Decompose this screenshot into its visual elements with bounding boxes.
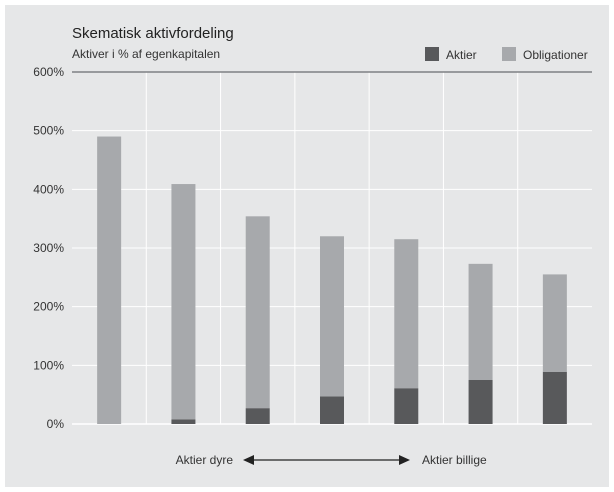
chart-title: Skematisk aktivfordeling: [72, 25, 234, 42]
y-axis-ticks: 0% 100% 200% 300% 400% 500% 600%: [33, 65, 64, 431]
bar-obligationer-6: [468, 263, 493, 380]
arrow-left-head-icon: [243, 455, 254, 465]
bar-aktier-3: [245, 408, 270, 424]
chart-subtitle: Aktiver i % af egenkapitalen: [72, 47, 220, 61]
y-tick-label: 0%: [47, 417, 65, 431]
bars: [97, 136, 567, 425]
bar-aktier-7: [542, 371, 567, 424]
bar-obligationer-3: [245, 216, 270, 409]
bar-obligationer-4: [320, 236, 344, 397]
bar-obligationer-2: [171, 184, 196, 420]
x-axis-annotation: Aktier dyre Aktier billige: [176, 453, 487, 467]
y-tick-label: 400%: [33, 182, 64, 196]
y-tick-label: 300%: [33, 241, 64, 255]
chart-background: [5, 5, 609, 487]
bar-obligationer-5: [394, 239, 419, 389]
arrow-right-head-icon: [399, 455, 410, 465]
y-tick-label: 500%: [33, 124, 64, 138]
legend-label-obligationer: Obligationer: [523, 48, 588, 62]
bar-aktier-2: [171, 419, 196, 424]
y-tick-label: 600%: [33, 65, 64, 79]
legend-swatch-aktier: [425, 47, 439, 61]
bar-obligationer-1: [97, 136, 122, 425]
legend: Aktier Obligationer: [425, 47, 588, 62]
bar-obligationer-7: [542, 274, 567, 372]
bar-aktier-6: [468, 380, 493, 424]
bar-aktier-4: [320, 396, 344, 424]
bar-aktier-5: [394, 388, 419, 424]
annotation-right-label: Aktier billige: [422, 453, 487, 467]
y-tick-label: 200%: [33, 300, 64, 314]
annotation-left-label: Aktier dyre: [176, 453, 234, 467]
y-tick-label: 100%: [33, 358, 64, 372]
grid: [72, 71, 592, 425]
legend-swatch-obligationer: [502, 47, 516, 61]
legend-label-aktier: Aktier: [446, 48, 477, 62]
